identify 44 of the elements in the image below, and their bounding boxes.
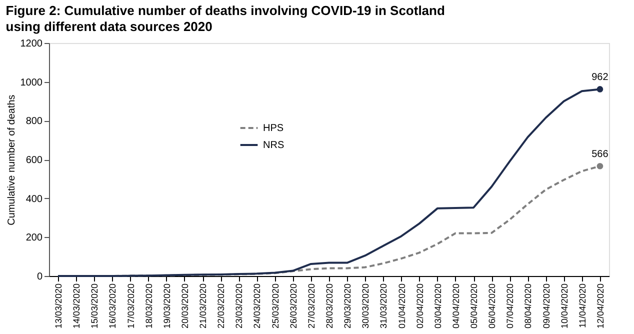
y-tick-label: 1000 bbox=[20, 77, 43, 88]
x-tick-label: 14/03/2020 bbox=[72, 284, 82, 329]
x-tick-label: 12/04/2020 bbox=[595, 284, 606, 329]
x-tick-label: 24/03/2020 bbox=[252, 284, 262, 329]
annotation: 962 bbox=[592, 72, 609, 84]
x-tick-label: 21/03/2020 bbox=[198, 284, 208, 329]
x-tick-label: 05/04/2020 bbox=[469, 284, 480, 329]
x-tick-label: 01/04/2020 bbox=[396, 284, 407, 329]
x-tick-label: 31/03/2020 bbox=[378, 284, 389, 329]
x-tick-label: 02/04/2020 bbox=[414, 284, 425, 329]
x-tick-label: 16/03/2020 bbox=[108, 284, 118, 329]
y-tick-label: 200 bbox=[26, 232, 43, 244]
x-tick-label: 19/03/2020 bbox=[162, 284, 172, 329]
y-tick-label: 1200 bbox=[20, 38, 43, 50]
x-tick-label: 03/04/2020 bbox=[432, 284, 443, 329]
x-tick-label: 08/04/2020 bbox=[523, 284, 534, 329]
x-tick-label: 07/04/2020 bbox=[505, 284, 516, 329]
chart-title: Figure 2: Cumulative number of deaths involving COVID-19 in Scotland using different data sources 2020 bbox=[6, 3, 445, 34]
y-tick-label: 0 bbox=[36, 272, 43, 282]
x-tick-label: 06/04/2020 bbox=[487, 284, 498, 329]
x-tick-label: 04/04/2020 bbox=[450, 284, 461, 329]
x-tick-label: 29/03/2020 bbox=[342, 284, 353, 329]
x-tick-label: 09/04/2020 bbox=[541, 284, 552, 329]
x-tick-label: 10/04/2020 bbox=[559, 284, 570, 329]
x-tick-label: 22/03/2020 bbox=[216, 284, 226, 329]
legend-label: NRS bbox=[263, 140, 284, 151]
x-tick-label: 20/03/2020 bbox=[180, 284, 190, 329]
x-tick-label: 11/04/2020 bbox=[577, 284, 588, 328]
x-tick-label: 13/03/2020 bbox=[54, 284, 64, 329]
y-tick-label: 600 bbox=[26, 155, 43, 166]
legend-label: HPS bbox=[263, 123, 284, 134]
annotation: 566 bbox=[592, 149, 609, 160]
x-tick-label: 18/03/2020 bbox=[144, 284, 154, 329]
x-tick-label: 28/03/2020 bbox=[324, 284, 334, 329]
x-tick-label: 26/03/2020 bbox=[288, 284, 298, 329]
x-tick-label: 15/03/2020 bbox=[90, 284, 100, 329]
x-tick-label: 30/03/2020 bbox=[360, 284, 371, 329]
x-tick-label: 23/03/2020 bbox=[234, 284, 244, 329]
y-tick-label: 400 bbox=[26, 194, 43, 205]
x-tick-label: 25/03/2020 bbox=[270, 284, 280, 329]
y-tick-label: 800 bbox=[26, 116, 43, 128]
x-tick-label: 17/03/2020 bbox=[126, 284, 136, 329]
y-axis-title: Cumulative number of deaths bbox=[6, 94, 18, 226]
x-tick-label: 27/03/2020 bbox=[306, 284, 316, 329]
